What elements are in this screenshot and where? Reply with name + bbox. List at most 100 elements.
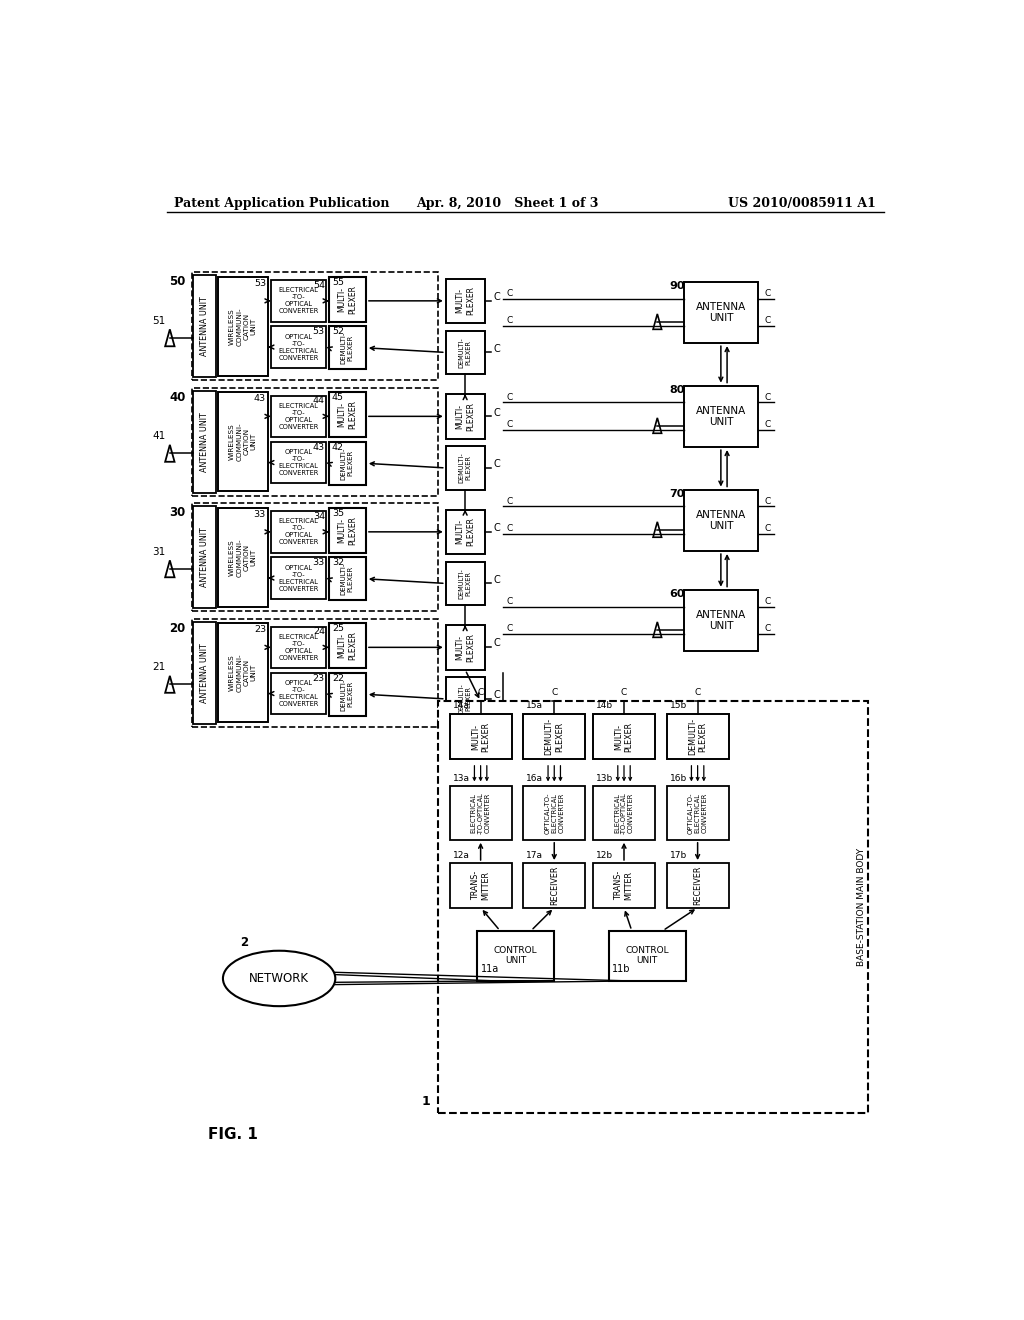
Text: 11b: 11b [612,964,631,974]
Text: 1: 1 [422,1096,431,1109]
Bar [191,272,438,380]
Bar [270,557,327,599]
Bar [270,442,327,483]
Text: 17b: 17b [670,851,687,859]
Text: MULTI-
PLEXER: MULTI- PLEXER [456,632,475,661]
Text: 80: 80 [669,385,684,395]
Text: Apr. 8, 2010   Sheet 1 of 3: Apr. 8, 2010 Sheet 1 of 3 [417,197,599,210]
Text: C: C [494,574,501,585]
Text: 11a: 11a [480,964,499,974]
Text: 45: 45 [332,393,344,403]
Bar [523,863,586,908]
Text: 55: 55 [332,279,344,286]
Bar [329,508,366,553]
Bar [329,392,366,437]
Text: 50: 50 [169,275,185,288]
Text: C: C [764,289,770,297]
Bar [194,391,216,492]
Text: MULTI-
PLEXER: MULTI- PLEXER [338,516,357,545]
Bar [450,714,512,759]
Text: MULTI-
PLEXER: MULTI- PLEXER [338,631,357,660]
Bar [218,392,268,491]
Text: RECEIVER: RECEIVER [550,866,559,906]
Text: C: C [506,524,512,533]
Text: MULTI-
PLEXER: MULTI- PLEXER [456,517,475,546]
Text: RECEIVER: RECEIVER [693,866,702,906]
Bar [445,626,484,669]
Text: C: C [506,496,512,506]
Text: 17a: 17a [526,851,544,859]
Bar [523,714,586,759]
Bar [667,863,729,908]
Bar [218,277,268,376]
Text: 35: 35 [332,510,344,517]
Text: ELECTRICAL
-TO-
OPTICAL
CONVERTER: ELECTRICAL -TO- OPTICAL CONVERTER [279,288,318,314]
Bar [194,507,216,609]
Bar [270,280,327,322]
Text: ANTENNA
UNIT: ANTENNA UNIT [695,610,746,631]
Text: MULTI-
PLEXER: MULTI- PLEXER [338,400,357,429]
Bar [191,388,438,496]
Text: US 2010/0085911 A1: US 2010/0085911 A1 [728,197,876,210]
Text: OPTICAL
-TO-
ELECTRICAL
CONVERTER: OPTICAL -TO- ELECTRICAL CONVERTER [279,680,318,708]
Bar [194,622,216,723]
Text: C: C [494,343,501,354]
Text: OPTICAL
-TO-
ELECTRICAL
CONVERTER: OPTICAL -TO- ELECTRICAL CONVERTER [279,449,318,477]
Bar [445,677,484,721]
Bar [329,673,366,715]
Text: OPTICAL-TO-
ELECTRICAL
CONVERTER: OPTICAL-TO- ELECTRICAL CONVERTER [688,792,708,834]
Text: 15b: 15b [670,701,687,710]
Text: FIG. 1: FIG. 1 [208,1127,258,1142]
Text: BASE-STATION MAIN BODY: BASE-STATION MAIN BODY [857,847,866,966]
Bar [445,331,484,374]
Bar [194,276,216,378]
Bar [445,279,484,323]
Text: MULTI-
PLEXER: MULTI- PLEXER [614,722,634,751]
Text: 43: 43 [312,442,325,451]
Text: OPTICAL
-TO-
ELECTRICAL
CONVERTER: OPTICAL -TO- ELECTRICAL CONVERTER [279,565,318,591]
Text: C: C [506,624,512,634]
Text: 12a: 12a [453,851,470,859]
Text: 24: 24 [313,627,325,636]
Bar [191,503,438,611]
Text: C: C [494,459,501,469]
Polygon shape [165,445,174,462]
Bar [270,673,327,714]
Text: WIRELESS
COMMUNI-
CATION
UNIT: WIRELESS COMMUNI- CATION UNIT [229,308,256,346]
Text: C: C [506,392,512,401]
Text: 21: 21 [153,663,166,672]
Text: C: C [764,317,770,325]
Text: DEMULTI-
PLEXER: DEMULTI- PLEXER [459,684,472,714]
Text: DEMULTI-
PLEXER: DEMULTI- PLEXER [459,568,472,599]
Text: C: C [494,639,501,648]
Text: OPTICAL
-TO-
ELECTRICAL
CONVERTER: OPTICAL -TO- ELECTRICAL CONVERTER [279,334,318,360]
Bar [684,490,758,552]
Bar [445,446,484,490]
Text: DEMULTI-
PLEXER: DEMULTI- PLEXER [341,562,354,595]
Text: 13a: 13a [453,774,470,783]
Text: MULTI-
PLEXER: MULTI- PLEXER [456,401,475,430]
Text: 16a: 16a [526,774,544,783]
Text: C: C [494,690,501,700]
Text: 20: 20 [170,622,185,635]
Text: MULTI-
PLEXER: MULTI- PLEXER [338,285,357,314]
Bar [329,326,366,370]
Text: ELECTRICAL
-TO-
OPTICAL
CONVERTER: ELECTRICAL -TO- OPTICAL CONVERTER [279,519,318,545]
Text: OPTICAL-TO-
ELECTRICAL
CONVERTER: OPTICAL-TO- ELECTRICAL CONVERTER [544,792,564,834]
Bar [667,714,729,759]
Text: ELECTRICAL
-TO-OPTICAL
CONVERTER: ELECTRICAL -TO-OPTICAL CONVERTER [471,792,490,834]
Text: 70: 70 [669,490,684,499]
Text: 54: 54 [313,281,325,290]
Bar [593,714,655,759]
Text: C: C [477,688,483,697]
Text: 41: 41 [153,432,166,441]
Text: 52: 52 [332,327,344,337]
Bar [523,785,586,840]
Text: 25: 25 [332,624,344,634]
Bar [593,863,655,908]
Text: 15a: 15a [526,701,544,710]
Text: DEMULTI-
PLEXER: DEMULTI- PLEXER [459,337,472,368]
Bar [684,590,758,651]
Text: ELECTRICAL
-TO-OPTICAL
CONVERTER: ELECTRICAL -TO-OPTICAL CONVERTER [614,792,634,834]
Polygon shape [653,622,662,638]
